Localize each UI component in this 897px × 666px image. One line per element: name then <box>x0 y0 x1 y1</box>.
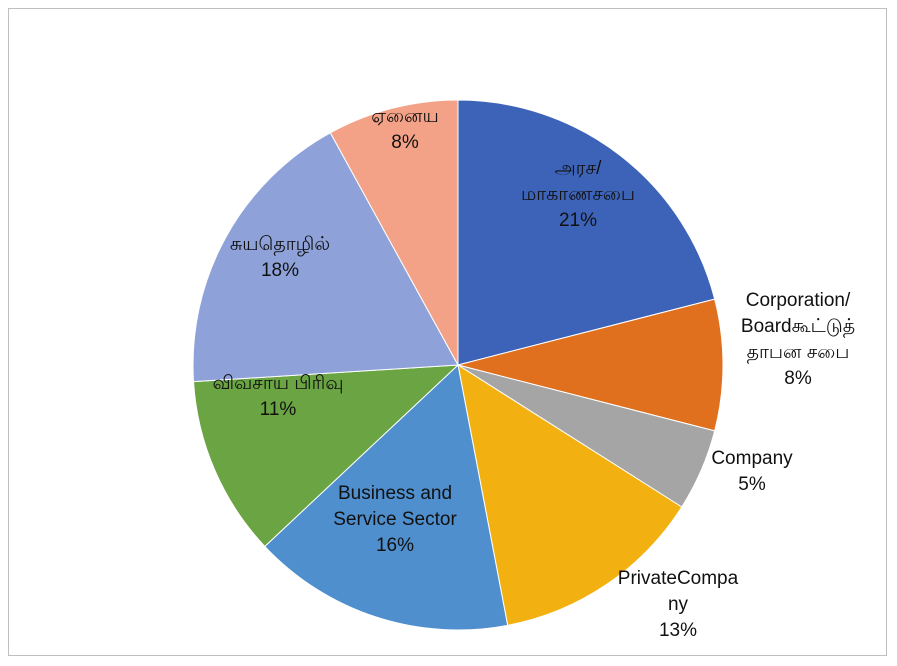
slice-label: PrivateCompa ny 13% <box>618 566 738 644</box>
value-label: 8% <box>784 368 812 389</box>
pie-slice <box>329 99 459 366</box>
slice-label: ஏனைய 8% <box>371 104 438 156</box>
category-label: Corporation/ Boardகூட்டுத் தாபன சபை <box>740 290 856 363</box>
category-label: Company <box>711 448 793 469</box>
pie-slice <box>192 364 460 548</box>
pie-slice <box>457 99 716 366</box>
pie-slice <box>192 132 459 383</box>
value-label: 8% <box>391 132 419 153</box>
pie-slice <box>457 298 724 432</box>
slice-label: விவசாய பிரிவு 11% <box>212 371 343 423</box>
value-label: 5% <box>738 474 766 495</box>
category-label: அரச/ மாகாணசபை <box>520 158 636 205</box>
category-label: Business and Service Sector <box>333 483 457 530</box>
category-label: PrivateCompa ny <box>617 568 739 615</box>
value-label: 18% <box>260 260 300 281</box>
slice-label: Corporation/ Boardகூட்டுத் தாபன சபை 8% <box>741 288 855 392</box>
value-label: 13% <box>658 620 698 641</box>
pie-slice <box>264 364 509 631</box>
category-label: சுயதொழில் <box>229 234 331 255</box>
slice-label: Company 5% <box>711 446 792 498</box>
slice-label: Business and Service Sector 16% <box>333 481 457 559</box>
slice-label: சுயதொழில் 18% <box>230 232 330 284</box>
chart-frame <box>8 8 887 656</box>
value-label: 16% <box>375 535 415 556</box>
pie-slice <box>457 363 683 626</box>
value-label: 11% <box>259 399 297 420</box>
category-label: விவசாய பிரிவு <box>212 373 344 394</box>
value-label: 21% <box>558 210 598 231</box>
category-label: ஏனைய <box>371 106 439 127</box>
slice-label: அரச/ மாகாணசபை 21% <box>521 156 635 234</box>
